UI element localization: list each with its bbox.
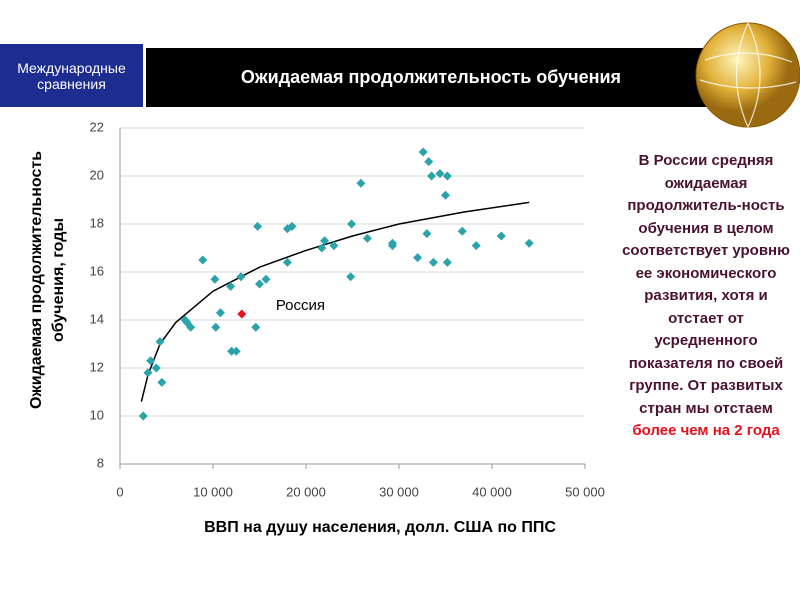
x-axis-title: ВВП на душу населения, долл. США по ППС: [204, 519, 556, 536]
point: [471, 241, 481, 251]
point: [442, 257, 452, 267]
point: [282, 257, 292, 267]
point: [253, 221, 263, 231]
point: [424, 157, 434, 167]
globe-lines: [699, 22, 797, 128]
point: [237, 309, 247, 319]
x-tick-label: 10 000: [193, 484, 233, 499]
note-highlight: более чем на 2 года: [632, 422, 780, 439]
x-tick-label: 0: [116, 484, 123, 499]
point: [231, 346, 241, 356]
point: [146, 356, 156, 366]
y-tick-label: 12: [90, 359, 104, 374]
x-tick-label: 40 000: [472, 484, 512, 499]
point: [261, 274, 271, 284]
point: [226, 281, 236, 291]
point: [210, 274, 220, 284]
x-tick-label: 50 000: [565, 484, 605, 499]
y-axis-title: Ожидаемая продолжительность обучения, го…: [28, 150, 67, 410]
point: [362, 233, 372, 243]
point: [457, 226, 467, 236]
point: [442, 171, 452, 181]
point: [435, 169, 445, 179]
point: [215, 308, 225, 318]
point: [496, 231, 506, 241]
y-tick-label: 22: [90, 119, 104, 134]
point: [157, 377, 167, 387]
point: [138, 411, 148, 421]
point: [198, 255, 208, 265]
point: [320, 236, 330, 246]
y-tick-label: 14: [90, 311, 104, 326]
point: [155, 337, 165, 347]
point: [329, 241, 339, 251]
point: [347, 219, 357, 229]
point: [236, 272, 246, 282]
point: [251, 322, 261, 332]
point: [287, 221, 297, 231]
point: [418, 147, 428, 157]
point: [422, 229, 432, 239]
section-label: Международные сравнения: [0, 44, 143, 107]
note: В России средняя ожидаемая продолжитель-…: [622, 150, 790, 443]
x-tick-label: 30 000: [379, 484, 419, 499]
y-tick-label: 8: [97, 455, 104, 470]
note-text: В России средняя ожидаемая продолжитель-…: [622, 152, 790, 417]
y-tick-label: 18: [90, 215, 104, 230]
point: [151, 363, 161, 373]
trendline: [140, 201, 530, 402]
point: [524, 238, 534, 248]
point: [346, 272, 356, 282]
x-tick-label: 20 000: [286, 484, 326, 499]
point: [227, 346, 237, 356]
globe-icon: [695, 22, 800, 128]
point: [413, 253, 423, 263]
y-tick-label: 20: [90, 167, 104, 182]
point: [427, 171, 437, 181]
point: [428, 257, 438, 267]
point: [186, 322, 196, 332]
point: [387, 241, 397, 251]
point: [356, 178, 366, 188]
point: [317, 243, 327, 253]
point: [211, 322, 221, 332]
point: [143, 368, 153, 378]
y-tick-label: 10: [90, 407, 104, 422]
slide-title: Ожидаемая продолжительность обучения: [146, 48, 716, 107]
point-label: Россия: [276, 297, 325, 314]
point: [441, 190, 450, 200]
y-tick-label: 16: [90, 263, 104, 278]
point: [255, 279, 264, 289]
